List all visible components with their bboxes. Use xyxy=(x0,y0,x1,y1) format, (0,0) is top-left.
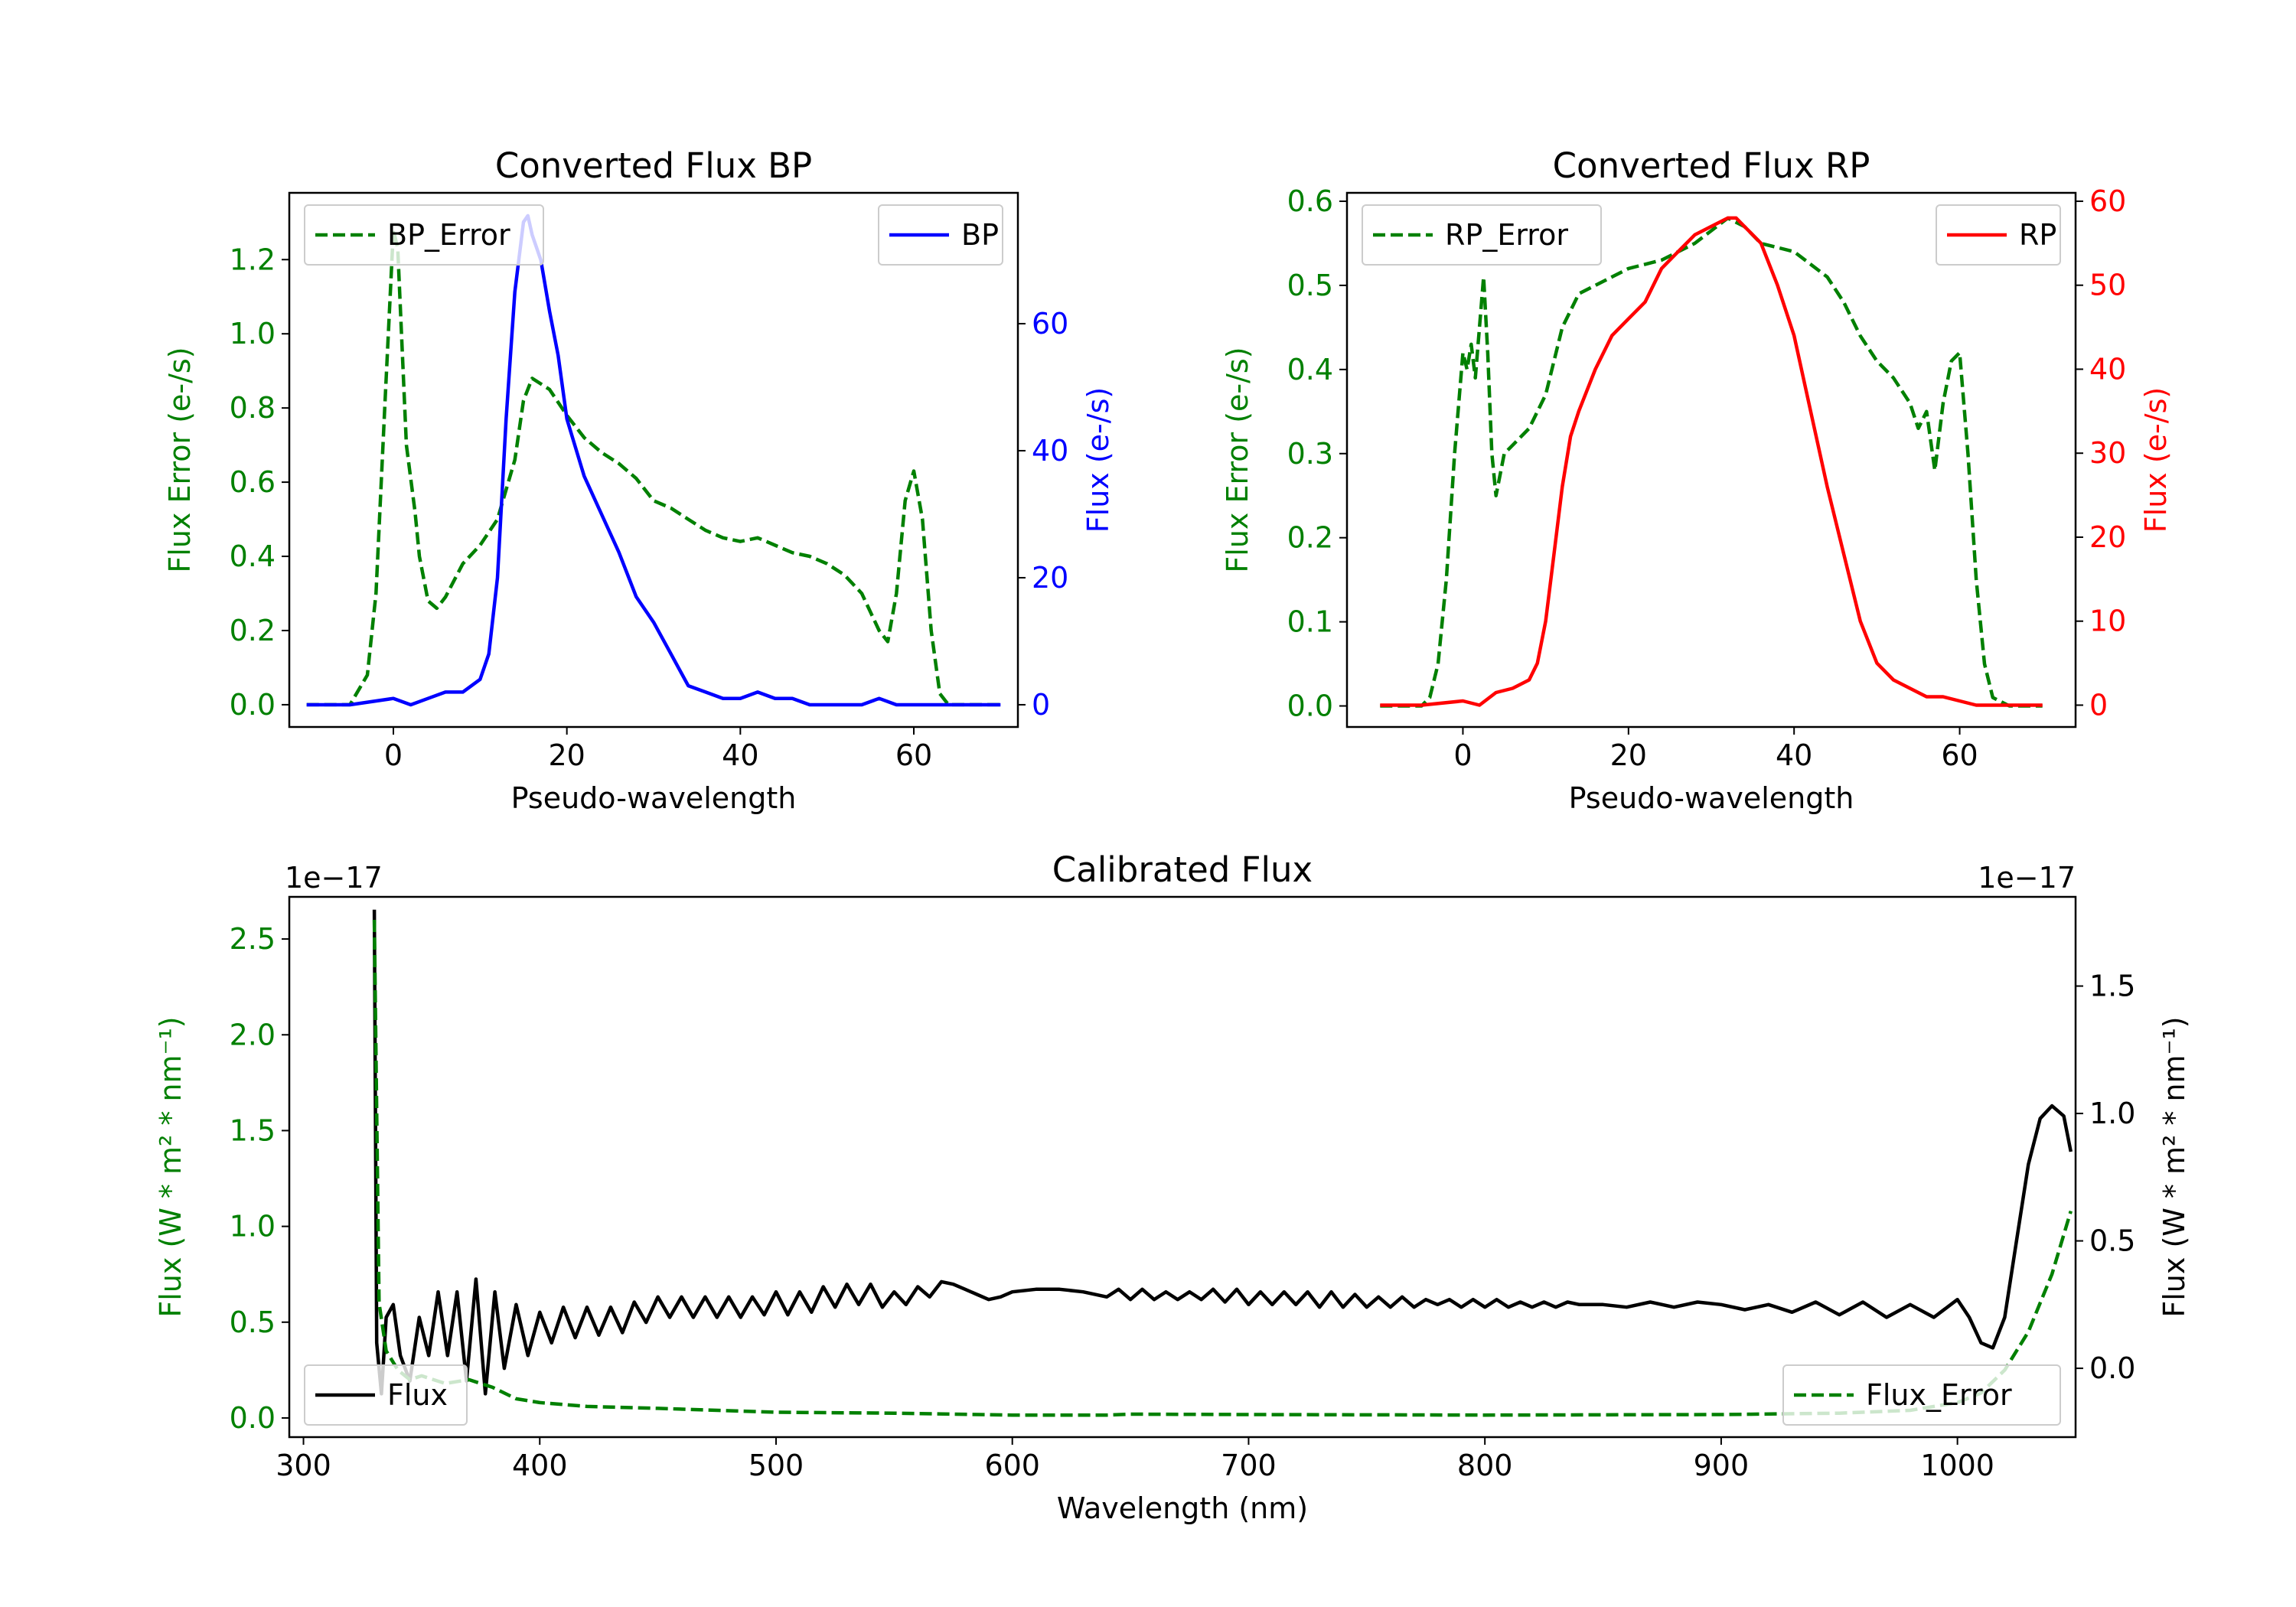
y-right-axis-label: Flux (e-/s) xyxy=(1081,387,1115,533)
x-tick-label: 60 xyxy=(895,738,932,772)
series-line-bp-error xyxy=(306,228,1001,707)
y-left-tick-label: 0.0 xyxy=(230,1401,276,1435)
y-left-tick-label: 0.0 xyxy=(230,688,276,722)
x-tick-label: 600 xyxy=(984,1449,1040,1482)
y-right-tick-label: 40 xyxy=(2089,352,2126,386)
y-left-axis-label: Flux Error (e-/s) xyxy=(163,347,197,572)
y-right-tick-label: 20 xyxy=(2089,520,2126,554)
panel-converted-flux-bp: 0 20 40 60 0.0 0.2 0.4 0.6 0.8 1.0 1.2 0 20 40 60 Conve… xyxy=(163,145,1115,815)
y-left-tick-label: 0.6 xyxy=(230,465,276,499)
y-right-tick-label: 10 xyxy=(2089,605,2126,638)
y-right-tick-label: 60 xyxy=(1032,307,1068,341)
x-tick-label: 0 xyxy=(384,738,403,772)
series-line-rp xyxy=(1380,216,2043,707)
legend: BP_Error xyxy=(304,204,544,266)
x-tick-label: 40 xyxy=(722,738,758,772)
panel-calibrated-flux: 300 400 500 600 700 800 900 1000 0.0 0.5 1.0 1.5 2.0… xyxy=(154,849,2191,1525)
y-left-tick-label: 2.5 xyxy=(230,922,276,956)
y-left-tick-label: 1.0 xyxy=(230,317,276,350)
y-right-tick-label: 1.0 xyxy=(2089,1097,2135,1130)
x-tick-label: 0 xyxy=(1453,738,1472,772)
y-left-tick-label: 2.0 xyxy=(230,1018,276,1051)
y-right-axis-label: Flux (W * m² * nm⁻¹) xyxy=(2157,1016,2191,1317)
y-left-tick-label: 0.2 xyxy=(1287,521,1333,555)
x-tick-label: 60 xyxy=(1941,738,1978,772)
legend-label: RP xyxy=(2019,218,2056,252)
legend: Flux_Error xyxy=(1782,1364,2061,1426)
x-tick-label: 20 xyxy=(1610,738,1647,772)
y-left-offset-text: 1e−17 xyxy=(285,861,383,895)
y-right-tick-label: 60 xyxy=(2089,184,2126,218)
x-tick-label: 700 xyxy=(1221,1449,1277,1482)
x-tick-label: 40 xyxy=(1776,738,1812,772)
x-axis-label: Pseudo-wavelength xyxy=(1569,781,1854,815)
legend-label: BP xyxy=(961,218,999,252)
y-left-tick-label: 0.4 xyxy=(230,539,276,573)
legend-frame xyxy=(304,204,544,266)
series-group xyxy=(1380,216,2043,708)
y-left-tick-label: 0.6 xyxy=(1287,184,1333,218)
y-left-tick-label: 0.5 xyxy=(1287,269,1333,302)
y-right-tick-label: 40 xyxy=(1032,434,1068,468)
y-left-tick-label: 0.3 xyxy=(1287,437,1333,471)
x-axis-label: Pseudo-wavelength xyxy=(511,781,797,815)
series-group xyxy=(306,214,1001,707)
chart-title: Converted Flux RP xyxy=(1553,145,1870,186)
chart-title: Calibrated Flux xyxy=(1052,849,1313,890)
legend-label: BP_Error xyxy=(387,218,510,252)
y-left-tick-label: 1.0 xyxy=(230,1210,276,1244)
y-right-tick-label: 30 xyxy=(2089,436,2126,470)
chart-title: Converted Flux BP xyxy=(495,145,812,186)
panel-converted-flux-rp: 0 20 40 60 0.0 0.1 0.2 0.3 0.4 0.5 0.6 0 10 20 30 40 50 6… xyxy=(1221,145,2173,815)
y-right-tick-label: 20 xyxy=(1032,561,1068,595)
axes-frame xyxy=(288,191,1019,729)
y-left-tick-label: 0.5 xyxy=(230,1305,276,1339)
x-tick-label: 800 xyxy=(1457,1449,1513,1482)
legend: BP xyxy=(878,204,1003,266)
legend-frame xyxy=(1362,204,1602,266)
y-left-tick-label: 0.0 xyxy=(1287,689,1333,723)
series-line-bp xyxy=(306,214,1001,707)
legend-frame xyxy=(304,1364,468,1426)
axes-frame xyxy=(288,895,2077,1439)
y-right-tick-label: 1.5 xyxy=(2089,970,2135,1003)
y-left-tick-label: 0.8 xyxy=(230,391,276,425)
y-right-tick-label: 50 xyxy=(2089,269,2126,302)
legend: RP xyxy=(1936,204,2061,266)
y-right-tick-label: 0 xyxy=(1032,688,1050,722)
legend-label: Flux_Error xyxy=(1866,1378,2012,1412)
y-right-offset-text: 1e−17 xyxy=(1978,861,2076,895)
y-left-tick-label: 0.2 xyxy=(230,614,276,647)
series-line-flux xyxy=(372,909,2073,1396)
x-axis-label: Wavelength (nm) xyxy=(1057,1491,1308,1525)
y-left-tick-label: 1.2 xyxy=(230,243,276,276)
y-right-tick-label: 0 xyxy=(2089,688,2108,722)
y-right-tick-label: 0.0 xyxy=(2089,1351,2135,1385)
y-right-axis-label: Flux (e-/s) xyxy=(2139,387,2173,533)
legend-label: Flux xyxy=(387,1378,448,1412)
legend-label: RP_Error xyxy=(1445,218,1568,252)
legend: Flux xyxy=(304,1364,468,1426)
legend: RP_Error xyxy=(1362,204,1602,266)
axes-frame xyxy=(1345,191,2077,729)
legend-frame xyxy=(1782,1364,2061,1426)
x-tick-label: 400 xyxy=(512,1449,568,1482)
x-tick-label: 300 xyxy=(276,1449,331,1482)
y-right-tick-label: 0.5 xyxy=(2089,1224,2135,1258)
y-left-tick-label: 1.5 xyxy=(230,1113,276,1147)
x-tick-label: 1000 xyxy=(1920,1449,1994,1482)
y-left-axis-label: Flux (W * m² * nm⁻¹) xyxy=(154,1016,188,1317)
y-left-tick-label: 0.4 xyxy=(1287,353,1333,386)
x-tick-label: 500 xyxy=(748,1449,804,1482)
x-tick-label: 900 xyxy=(1694,1449,1750,1482)
y-left-tick-label: 0.1 xyxy=(1287,605,1333,639)
x-tick-label: 20 xyxy=(548,738,585,772)
y-left-axis-label: Flux Error (e-/s) xyxy=(1221,347,1254,572)
